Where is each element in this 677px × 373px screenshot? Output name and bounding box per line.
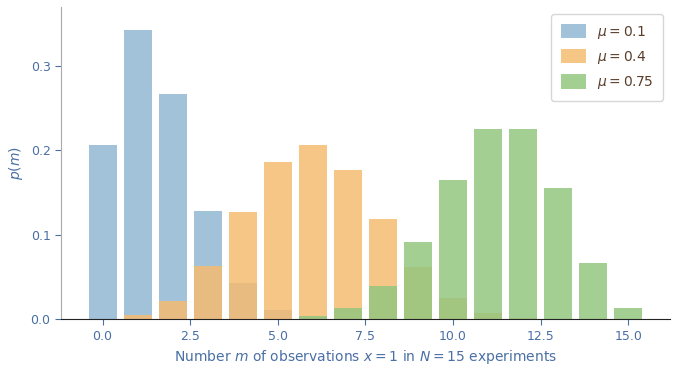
Bar bbox=[299, 145, 327, 319]
Bar bbox=[299, 316, 327, 319]
Bar bbox=[158, 301, 187, 319]
Bar bbox=[369, 286, 397, 319]
Bar bbox=[474, 129, 502, 319]
Bar bbox=[474, 313, 502, 319]
Bar bbox=[334, 170, 362, 319]
Bar bbox=[229, 212, 257, 319]
Bar bbox=[580, 263, 607, 319]
Bar bbox=[299, 317, 327, 319]
Bar bbox=[404, 267, 432, 319]
Bar bbox=[124, 29, 152, 319]
Bar bbox=[334, 308, 362, 319]
Bar bbox=[439, 180, 467, 319]
Bar bbox=[124, 315, 152, 319]
Bar bbox=[158, 94, 187, 319]
Bar bbox=[89, 145, 116, 319]
Bar bbox=[264, 162, 292, 319]
Bar bbox=[369, 219, 397, 319]
Y-axis label: $p(m)$: $p(m)$ bbox=[7, 146, 25, 180]
Bar bbox=[439, 298, 467, 319]
Bar bbox=[229, 283, 257, 319]
Bar bbox=[264, 310, 292, 319]
X-axis label: Number $m$ of observations $x = 1$ in $N = 15$ experiments: Number $m$ of observations $x = 1$ in $N… bbox=[174, 348, 557, 366]
Bar bbox=[194, 266, 222, 319]
Bar bbox=[544, 188, 572, 319]
Bar bbox=[194, 211, 222, 319]
Bar bbox=[404, 242, 432, 319]
Bar bbox=[509, 129, 538, 319]
Legend: $\mu = 0.1$, $\mu = 0.4$, $\mu = 0.75$: $\mu = 0.1$, $\mu = 0.4$, $\mu = 0.75$ bbox=[551, 14, 663, 101]
Bar bbox=[509, 318, 538, 319]
Bar bbox=[614, 308, 642, 319]
